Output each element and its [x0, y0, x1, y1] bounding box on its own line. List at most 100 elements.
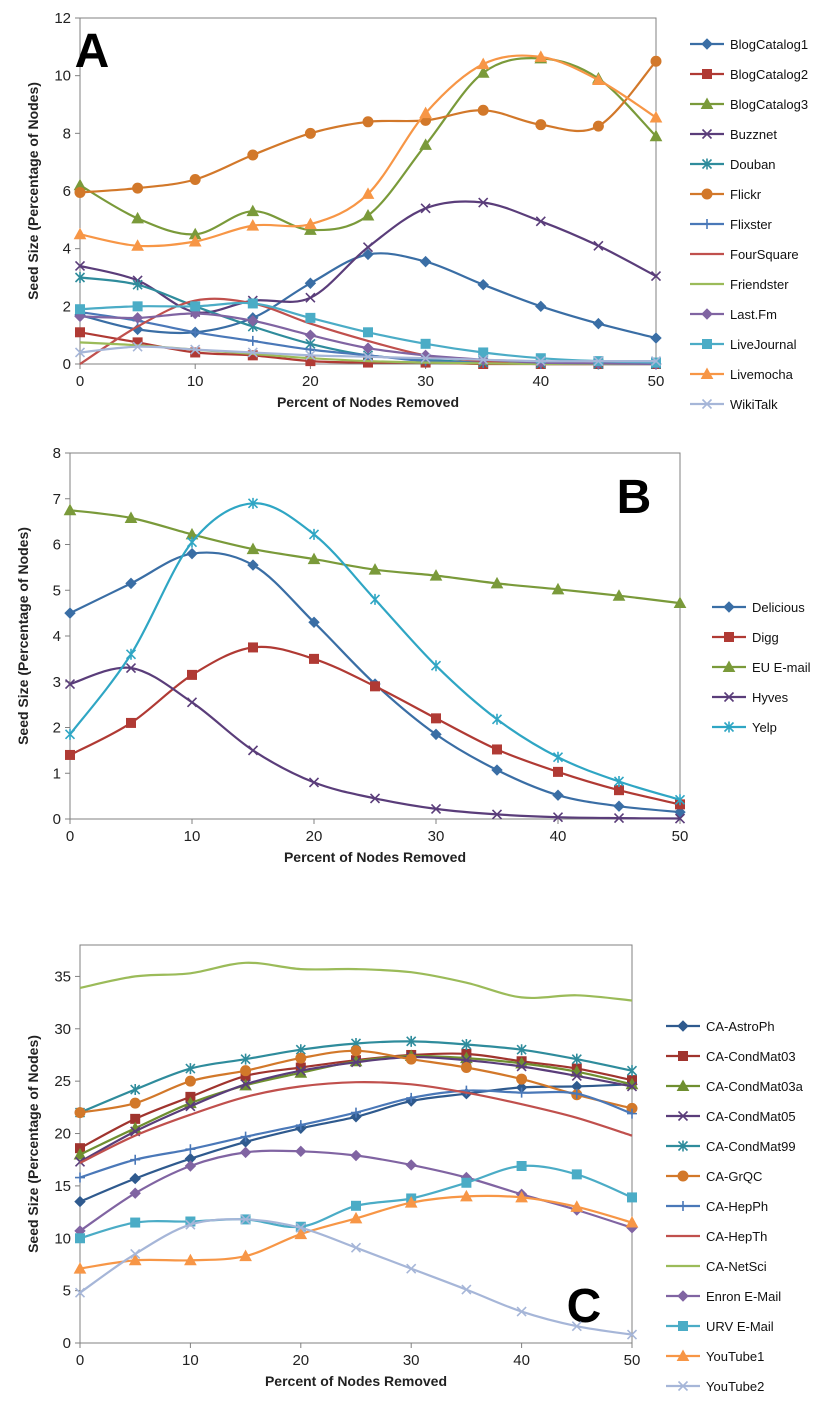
legend-swatch-marker: [677, 1020, 689, 1032]
legend-swatch-marker: [678, 1201, 688, 1211]
data-point: [305, 292, 316, 303]
data-point: [551, 582, 565, 595]
x-axis-label: Percent of Nodes Removed: [284, 849, 466, 865]
legend-item-yelp: Yelp: [712, 720, 777, 735]
legend-swatch-marker: [677, 1290, 689, 1302]
data-point: [307, 552, 321, 565]
y-tick-label: 10: [54, 1230, 71, 1247]
data-point: [626, 1065, 638, 1077]
series-livejournal: [75, 298, 661, 368]
data-point: [362, 242, 374, 253]
data-point: [516, 1087, 527, 1098]
data-point: [651, 357, 661, 368]
legend-item-ca-grqc: CA-GrQC: [666, 1169, 762, 1184]
y-tick-label: 2: [63, 298, 71, 315]
series-ca-astroph: [74, 1078, 638, 1208]
series-line: [79, 1083, 633, 1203]
legend-label: Last.Fm: [730, 307, 777, 322]
series-youtube2: [74, 1214, 638, 1340]
series-wikitalk: [74, 341, 662, 367]
data-point: [305, 312, 316, 323]
legend-swatch-marker: [700, 367, 714, 379]
data-point: [460, 1062, 472, 1074]
data-point: [552, 751, 564, 763]
legend-label: Hyves: [752, 690, 789, 705]
data-point: [131, 211, 144, 224]
data-point: [613, 800, 625, 812]
data-point: [186, 536, 198, 548]
data-point: [248, 642, 258, 653]
data-point: [75, 1233, 85, 1244]
data-point: [406, 1092, 417, 1103]
legend-label: CA-HepPh: [706, 1199, 768, 1214]
legend-item-ca-hepph: CA-HepPh: [666, 1199, 768, 1214]
data-point: [64, 728, 76, 740]
legend-swatch-marker: [702, 339, 712, 349]
data-point: [516, 1306, 527, 1317]
y-tick-label: 6: [53, 537, 61, 554]
data-point: [131, 239, 144, 251]
legend-label: Friendster: [730, 277, 789, 292]
series-line: [79, 57, 657, 236]
data-point: [649, 129, 663, 142]
data-point: [516, 1160, 527, 1171]
data-point: [125, 648, 137, 660]
series-youtube1: [73, 1189, 639, 1274]
data-point: [304, 127, 316, 139]
legend-swatch-marker: [723, 721, 735, 733]
data-point: [75, 1172, 85, 1183]
x-tick-label: 40: [532, 373, 549, 390]
data-point: [361, 208, 375, 221]
data-point: [185, 1063, 196, 1075]
data-point: [351, 1200, 361, 1211]
data-point: [304, 329, 317, 341]
data-point: [186, 547, 198, 560]
data-point: [649, 110, 663, 123]
data-point: [247, 347, 258, 358]
legend-label: Digg: [752, 630, 779, 645]
legend-item-hyves: Hyves: [712, 690, 789, 705]
x-tick-label: 30: [403, 1352, 420, 1369]
series-line: [69, 666, 681, 820]
data-point: [571, 1070, 582, 1081]
data-point: [430, 660, 442, 672]
data-point: [132, 301, 143, 312]
legend-swatch-marker: [724, 632, 734, 642]
data-point: [571, 1088, 582, 1099]
legend-item-youtube2: YouTube2: [666, 1379, 764, 1394]
data-point: [64, 607, 76, 619]
data-point: [65, 749, 75, 760]
data-point: [571, 1169, 582, 1180]
x-tick-label: 0: [76, 373, 84, 390]
legend-swatch-marker: [676, 1079, 690, 1091]
data-point: [516, 1073, 528, 1085]
y-axis-label: Seed Size (Percentage of Nodes): [15, 527, 31, 745]
y-tick-label: 15: [54, 1178, 71, 1195]
data-point: [74, 1107, 86, 1119]
data-point: [240, 1065, 252, 1077]
series-ca-condmat99: [74, 1035, 638, 1119]
chart-panel-b: 0 1 2 3 4 5 6 7 8 0 10 20 30 40 50 Percent of Nodes Rem…: [15, 445, 811, 865]
legend-item-blogcatalog2: BlogCatalog2: [690, 67, 808, 82]
data-point: [363, 327, 373, 338]
data-point: [477, 104, 489, 116]
data-point: [406, 1263, 417, 1274]
legend-item-ca-astroph: CA-AstroPh: [666, 1019, 775, 1034]
legend-item-friendster: Friendster: [690, 277, 789, 292]
data-point: [247, 335, 258, 346]
data-point: [461, 1039, 472, 1050]
data-point: [129, 1172, 141, 1185]
data-point: [592, 317, 605, 330]
data-point: [73, 1262, 87, 1274]
data-point: [535, 356, 546, 367]
data-point: [74, 1195, 86, 1208]
data-point: [491, 764, 503, 776]
legend-swatch-marker: [701, 398, 713, 410]
data-point: [74, 1287, 86, 1298]
data-point: [491, 809, 503, 820]
legend-label: Flixster: [730, 217, 773, 232]
data-point: [571, 1053, 582, 1065]
data-point: [246, 204, 260, 217]
data-point: [404, 1196, 418, 1208]
data-point: [63, 503, 77, 516]
